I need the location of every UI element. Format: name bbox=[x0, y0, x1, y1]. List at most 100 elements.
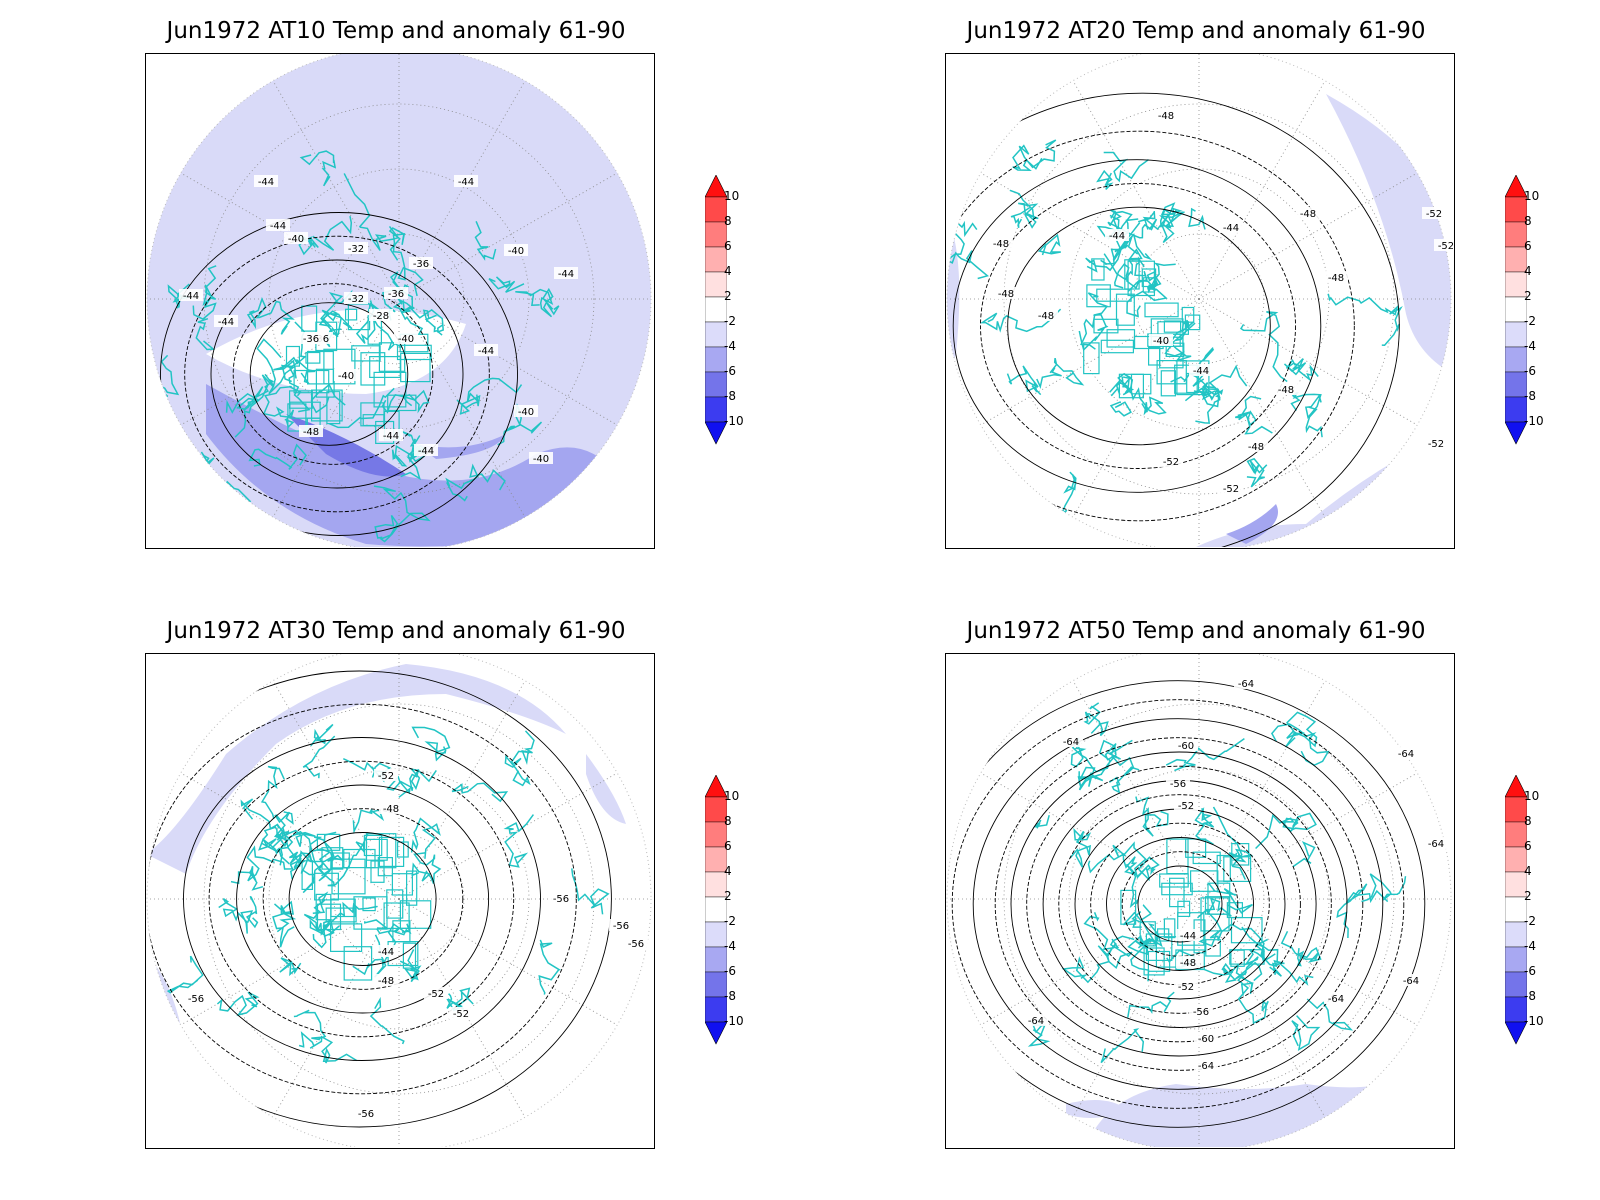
coastline bbox=[1009, 189, 1039, 229]
contour-label: -52 bbox=[1438, 241, 1453, 252]
coastline bbox=[947, 217, 989, 280]
border bbox=[1165, 342, 1185, 358]
isotherm-contour bbox=[147, 670, 612, 1128]
colorbar-tick-label: 10 bbox=[1524, 189, 1540, 203]
map-disc bbox=[947, 654, 1451, 1147]
isotherm-contour bbox=[980, 183, 1296, 469]
coastline bbox=[1205, 897, 1232, 917]
isotherm-contour bbox=[947, 92, 1400, 547]
contour-label: -52 bbox=[1428, 439, 1444, 450]
contour-label: -48 bbox=[1248, 442, 1264, 453]
coastline bbox=[245, 895, 259, 929]
map-edge bbox=[946, 54, 1452, 547]
coastline bbox=[1012, 139, 1057, 171]
coastline bbox=[979, 308, 1062, 333]
coastline bbox=[166, 955, 204, 994]
coastline bbox=[1234, 395, 1273, 435]
border bbox=[1223, 856, 1252, 883]
border bbox=[331, 858, 366, 895]
colorbar-scale bbox=[1505, 775, 1527, 1045]
border bbox=[1163, 918, 1176, 939]
contour-label: -64 bbox=[1238, 679, 1254, 690]
coastline bbox=[1246, 457, 1268, 488]
contour-label: -40 bbox=[398, 334, 414, 345]
contour-label-bg bbox=[1024, 1014, 1048, 1026]
coastline bbox=[1096, 209, 1133, 240]
border bbox=[1130, 373, 1152, 395]
contour-label: -40 bbox=[518, 407, 534, 418]
contour-label-bg bbox=[1159, 455, 1183, 467]
coastline bbox=[1239, 311, 1288, 383]
coastline bbox=[195, 317, 216, 351]
coastline bbox=[225, 378, 275, 414]
contour-label-bg bbox=[1189, 364, 1213, 376]
border bbox=[1177, 900, 1191, 918]
contour-label: -36 bbox=[413, 259, 429, 270]
border bbox=[1091, 258, 1105, 281]
contour-label: -64 bbox=[1428, 839, 1444, 850]
colorbar-tick-label: 10 bbox=[1524, 789, 1540, 803]
contour-label-bg bbox=[1219, 221, 1243, 233]
colorbar-tick-label: -10 bbox=[724, 1014, 744, 1028]
colorbar-tick-label: -4 bbox=[724, 939, 736, 953]
coastline bbox=[159, 499, 205, 547]
contour-label: -48 bbox=[1300, 209, 1316, 220]
contour-label-bg bbox=[1176, 929, 1200, 941]
border bbox=[316, 833, 341, 851]
polar-map: -48 -48 -52 -52 -44 -44 -48 -48 -48 -40 -44 -48 -48 -… bbox=[946, 54, 1453, 547]
coastline bbox=[246, 297, 295, 335]
contour-label-bg bbox=[1219, 482, 1243, 494]
isotherm-contour bbox=[1137, 865, 1223, 943]
colorbar-scale bbox=[705, 775, 727, 1045]
isotherm-contour bbox=[1007, 206, 1271, 446]
anomaly-region bbox=[1326, 94, 1451, 374]
isotherm-contour bbox=[183, 737, 541, 1061]
border bbox=[1216, 854, 1231, 882]
contour-label-bg bbox=[1154, 109, 1178, 121]
colorbar: 10 8 6 4 2 -2 -4 -6 -8 -10 bbox=[705, 175, 765, 461]
colorbar-tick-label: -2 bbox=[1524, 314, 1536, 328]
colorbar-tick-label: -10 bbox=[1524, 414, 1544, 428]
contour-label-bg bbox=[1422, 207, 1446, 219]
border bbox=[1150, 318, 1184, 347]
border bbox=[1161, 882, 1193, 896]
map-disc bbox=[147, 54, 651, 547]
border bbox=[325, 907, 357, 923]
colorbar-tick-label: 8 bbox=[724, 814, 732, 828]
colorbar-tick-label: -8 bbox=[724, 989, 736, 1003]
border bbox=[315, 368, 335, 398]
colorbar-tick-label: 4 bbox=[724, 864, 732, 878]
coastline bbox=[504, 730, 535, 787]
contour-label: -64 bbox=[1403, 976, 1419, 987]
coastline bbox=[1083, 702, 1109, 737]
contour-label: -48 bbox=[1158, 111, 1174, 122]
border bbox=[1177, 912, 1205, 946]
map-frame: -64 -64 -64 -60 -56 -52 -44 -48 -52 -56 -60 -64 -64 -… bbox=[945, 653, 1455, 1149]
border bbox=[330, 923, 363, 952]
contour-label-bg bbox=[409, 257, 433, 269]
border bbox=[287, 403, 307, 432]
isotherm-contour bbox=[1106, 837, 1254, 971]
contour-label-bg bbox=[369, 309, 393, 321]
coastline bbox=[1327, 293, 1403, 346]
coastline bbox=[1283, 358, 1319, 382]
colorbar-scale bbox=[1505, 175, 1527, 445]
contour-label: -52 bbox=[1178, 982, 1194, 993]
coastline bbox=[386, 767, 437, 798]
contour-label-bg bbox=[1394, 747, 1418, 759]
contour-label-bg bbox=[374, 769, 398, 781]
coastline bbox=[240, 798, 316, 847]
border bbox=[1184, 314, 1201, 331]
colorbar: 10 8 6 4 2 -2 -4 -6 -8 -10 bbox=[1505, 775, 1565, 1061]
contour-label: -44 bbox=[558, 269, 574, 280]
contour-label-bg bbox=[1244, 440, 1268, 452]
colorbar-tick-label: 10 bbox=[724, 189, 740, 203]
coastline bbox=[1078, 313, 1109, 352]
isotherm-contour bbox=[947, 680, 1426, 1128]
contour-label: -64 bbox=[1328, 994, 1344, 1005]
contour-label: -56 bbox=[1193, 1007, 1209, 1018]
coastline bbox=[497, 403, 543, 446]
contour-label-bg bbox=[1105, 229, 1129, 241]
contour-label-bg bbox=[1399, 974, 1423, 986]
contour-label: -44 bbox=[183, 291, 199, 302]
